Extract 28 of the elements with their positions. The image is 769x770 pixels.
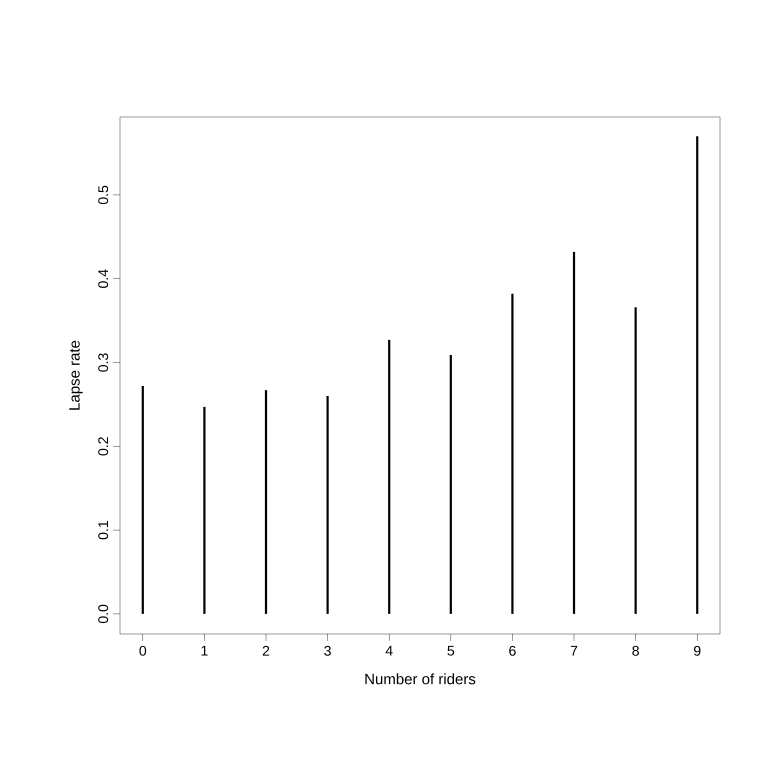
bar	[450, 354, 452, 614]
bar	[142, 386, 144, 614]
y-tick-label: 0.2	[98, 437, 108, 456]
bar	[572, 252, 576, 614]
y-tick-label: 0.3	[98, 353, 108, 372]
x-tick-label: 8	[632, 646, 639, 656]
bar	[203, 406, 206, 614]
y-tick-label: 0.5	[98, 186, 108, 204]
x-tick-label: 1	[202, 646, 208, 656]
x-tick-label: 4	[386, 646, 393, 656]
x-tick-label: 2	[262, 646, 270, 656]
bar	[388, 340, 390, 614]
bar	[264, 390, 268, 614]
x-tick-label: 0	[139, 646, 146, 656]
bar	[696, 136, 698, 614]
x-tick-label: 7	[570, 646, 578, 656]
y-tick-label: 0.4	[98, 269, 108, 288]
x-tick-label: 6	[509, 646, 516, 656]
x-tick-label: 3	[324, 646, 331, 656]
y-tick-label: 0.0	[98, 604, 108, 624]
bar	[634, 307, 637, 614]
bar	[511, 294, 514, 614]
y-axis-title: Lapse rate	[69, 340, 83, 410]
x-axis-title: Number of riders	[365, 673, 476, 684]
bar	[326, 396, 329, 614]
x-tick-label: 5	[447, 646, 454, 656]
x-tick-label: 9	[694, 646, 700, 656]
y-tick-label: 0.1	[98, 521, 108, 540]
